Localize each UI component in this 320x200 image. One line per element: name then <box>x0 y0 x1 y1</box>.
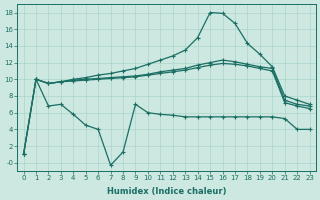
X-axis label: Humidex (Indice chaleur): Humidex (Indice chaleur) <box>107 187 226 196</box>
